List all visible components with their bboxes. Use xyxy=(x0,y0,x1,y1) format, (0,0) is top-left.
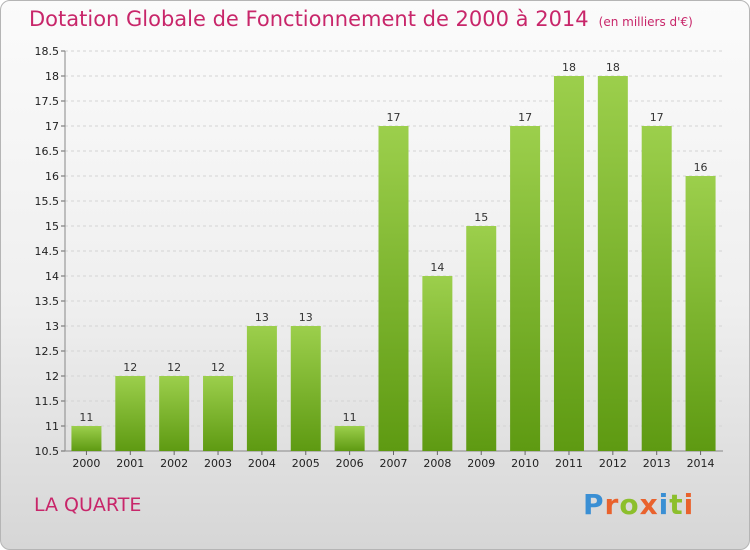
y-tick-labels: 10.5 11 11.5 12 12.5 13 13.5 14 14.5 15 15.5 16 16.5… xyxy=(35,45,60,458)
x-tick-label: 2013 xyxy=(643,457,671,470)
x-tick-label: 2003 xyxy=(204,457,232,470)
y-tick-label: 10.5 xyxy=(35,445,60,458)
unit-label: (en milliers d'€) xyxy=(598,15,693,29)
bar xyxy=(466,226,497,451)
proxiti-logo: Proxiti xyxy=(583,488,694,521)
y-tick-label: 17.5 xyxy=(35,95,60,108)
bar xyxy=(685,176,716,451)
bar xyxy=(159,376,190,451)
x-tick-label: 2002 xyxy=(160,457,188,470)
bar xyxy=(246,326,277,451)
x-tick-label: 2004 xyxy=(248,457,276,470)
x-tick-label: 2001 xyxy=(116,457,144,470)
logo-letter: t xyxy=(669,488,684,521)
bars xyxy=(71,76,716,451)
y-tick-label: 15 xyxy=(45,220,59,233)
y-tick-label: 14 xyxy=(45,270,59,283)
data-label: 17 xyxy=(518,111,532,124)
data-label: 12 xyxy=(123,361,137,374)
data-label: 13 xyxy=(299,311,313,324)
y-tick-label: 16 xyxy=(45,170,59,183)
x-tick-label: 2011 xyxy=(555,457,583,470)
y-tick-label: 13 xyxy=(45,320,59,333)
logo-letter: r xyxy=(604,488,620,521)
x-tick-labels: 2000 2001 2002 2003 2004 2005 2006 2007 2008 2009… xyxy=(72,451,715,470)
bar xyxy=(641,126,672,451)
data-label: 11 xyxy=(79,411,93,424)
y-tick-label: 18.5 xyxy=(35,45,60,58)
logo-letter: o xyxy=(619,488,640,521)
logo-letter: P xyxy=(583,488,605,521)
data-label: 16 xyxy=(694,161,708,174)
data-label: 13 xyxy=(255,311,269,324)
chart-title: Dotation Globale de Fonctionnement de 20… xyxy=(29,7,693,31)
y-tick-label: 14.5 xyxy=(35,245,60,258)
data-label: 12 xyxy=(211,361,225,374)
x-tick-label: 2010 xyxy=(511,457,539,470)
bar xyxy=(290,326,321,451)
x-tick-label: 2008 xyxy=(423,457,451,470)
data-label: 11 xyxy=(343,411,357,424)
data-label: 18 xyxy=(562,61,576,74)
x-tick-label: 2006 xyxy=(336,457,364,470)
bar xyxy=(334,426,365,451)
logo-letter: i xyxy=(658,488,670,521)
y-tick-label: 18 xyxy=(45,70,59,83)
x-tick-label: 2009 xyxy=(467,457,495,470)
x-tick-label: 2014 xyxy=(687,457,715,470)
y-tick-label: 13.5 xyxy=(35,295,60,308)
logo-letter: i xyxy=(683,488,695,521)
y-tick-label: 11 xyxy=(45,420,59,433)
x-tick-label: 2012 xyxy=(599,457,627,470)
x-tick-label: 2000 xyxy=(72,457,100,470)
bar xyxy=(115,376,146,451)
bar xyxy=(510,126,541,451)
x-tick-label: 2005 xyxy=(292,457,320,470)
y-tick-label: 12 xyxy=(45,370,59,383)
data-label: 12 xyxy=(167,361,181,374)
data-label: 17 xyxy=(387,111,401,124)
title-text: Dotation Globale de Fonctionnement de 20… xyxy=(29,7,589,31)
data-labels: 11 12 12 12 13 13 11 17 14 15 17 18 18 17 16 xyxy=(79,61,707,424)
data-label: 14 xyxy=(430,261,444,274)
data-label: 18 xyxy=(606,61,620,74)
x-tick-label: 2007 xyxy=(380,457,408,470)
data-label: 15 xyxy=(474,211,488,224)
logo-letter: x xyxy=(639,488,659,521)
bar xyxy=(71,426,102,451)
bar xyxy=(378,126,409,451)
bar xyxy=(422,276,453,451)
bar xyxy=(597,76,628,451)
y-tick-label: 15.5 xyxy=(35,195,60,208)
y-tick-label: 12.5 xyxy=(35,345,60,358)
y-tick-label: 17 xyxy=(45,120,59,133)
y-tick-label: 16.5 xyxy=(35,145,60,158)
y-tick-label: 11.5 xyxy=(35,395,60,408)
bar xyxy=(203,376,234,451)
data-label: 17 xyxy=(650,111,664,124)
bar xyxy=(553,76,584,451)
commune-name: LA QUARTE xyxy=(34,494,142,516)
